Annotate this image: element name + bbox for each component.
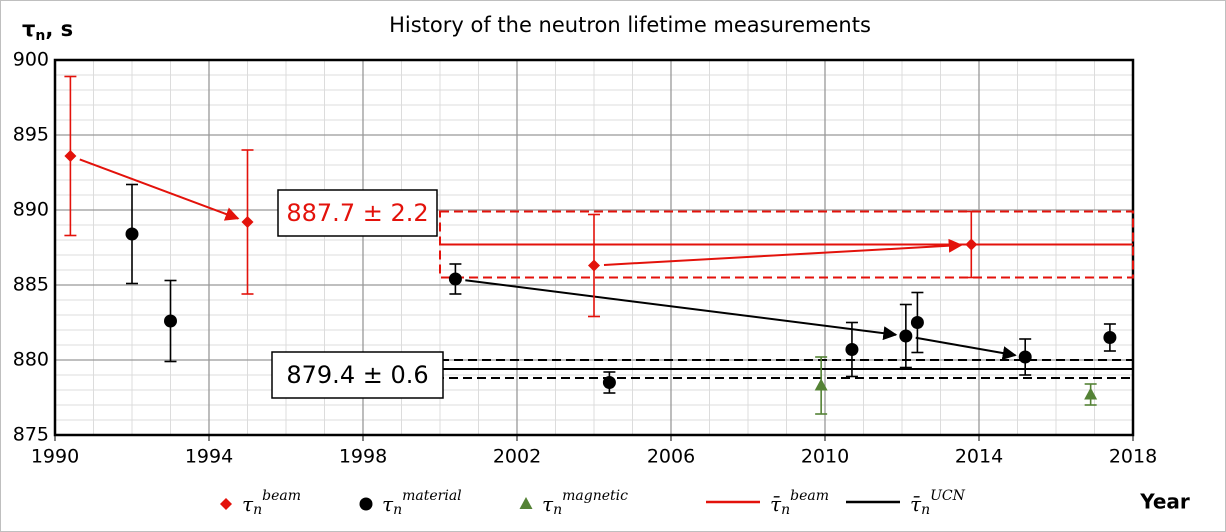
legend-base: τ — [382, 492, 394, 516]
point — [588, 259, 600, 272]
trend-arrow — [603, 238, 963, 266]
x-tick-label: 2002 — [493, 446, 541, 468]
annotation: 879.4 ± 0.6 — [286, 361, 428, 389]
trend-arrow — [465, 279, 898, 341]
point — [1018, 350, 1032, 364]
legend-sub: n — [921, 502, 930, 518]
legend-sup: magnetic — [562, 488, 628, 504]
x-tick-label: 2006 — [647, 446, 695, 468]
legend-sup: material — [402, 488, 462, 504]
legend-swatch — [359, 497, 373, 511]
y-axis-label: τn, s — [22, 17, 73, 44]
trend-arrow — [915, 336, 1017, 360]
x-axis-label: Year — [1139, 490, 1190, 514]
point — [899, 329, 913, 343]
legend-label: τnmagnetic — [542, 488, 628, 518]
y-tick-label: 890 — [13, 199, 49, 221]
x-tick-label: 2010 — [801, 446, 849, 468]
y-tick-label: 900 — [13, 49, 49, 71]
legend-swatch — [519, 497, 533, 509]
legend-swatch — [220, 498, 232, 510]
point — [965, 238, 978, 251]
point — [64, 150, 77, 162]
legend-base: τ — [542, 492, 554, 516]
legend-sub: n — [553, 502, 562, 518]
x-tick-label: 1990 — [31, 446, 79, 468]
trend-arrow — [79, 158, 240, 221]
chart-title: History of the neutron lifetime measurem… — [389, 13, 871, 37]
point — [910, 316, 924, 329]
point — [814, 378, 828, 391]
y-tick-label: 895 — [13, 124, 49, 146]
y-tick-label: 880 — [13, 349, 49, 371]
x-tick-label: 1994 — [185, 446, 233, 468]
x-tick-label: 1998 — [339, 446, 387, 468]
point — [1084, 387, 1098, 400]
legend-base: τ̄ — [770, 492, 782, 516]
x-tick-label: 2014 — [955, 446, 1003, 468]
point — [164, 314, 177, 328]
legend-sub: n — [781, 502, 790, 518]
annotation-box — [277, 189, 438, 237]
legend-label: τ̄nbeam — [770, 488, 829, 518]
legend-label: τ̄nUCN — [910, 488, 966, 518]
point — [241, 216, 254, 228]
legend-base: τ — [242, 492, 254, 516]
point — [602, 376, 616, 389]
legend-sub: n — [393, 502, 402, 518]
point — [448, 272, 462, 286]
annotation-box — [271, 351, 444, 399]
legend-sup: beam — [790, 488, 829, 504]
legend-sub: n — [253, 502, 262, 518]
point — [845, 343, 859, 356]
annotation: 887.7 ± 2.2 — [286, 199, 428, 227]
legend-base: τ̄ — [910, 492, 922, 516]
x-tick-label: 2018 — [1109, 446, 1157, 468]
legend-sup: beam — [262, 488, 301, 504]
point — [1103, 331, 1117, 344]
y-tick-label: 885 — [13, 274, 49, 296]
y-tick-label: 875 — [13, 424, 49, 446]
legend-sup: UCN — [930, 488, 966, 504]
point — [125, 227, 139, 241]
legend-label: τnbeam — [242, 488, 301, 518]
legend-label: τnmaterial — [382, 488, 462, 518]
